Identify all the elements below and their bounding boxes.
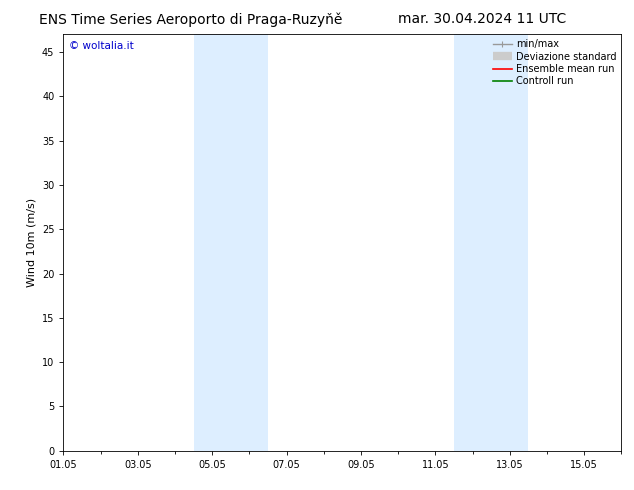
- Legend: min/max, Deviazione standard, Ensemble mean run, Controll run: min/max, Deviazione standard, Ensemble m…: [491, 37, 618, 88]
- Y-axis label: Wind 10m (m/s): Wind 10m (m/s): [27, 198, 36, 287]
- Text: ENS Time Series Aeroporto di Praga-Ruzyňě: ENS Time Series Aeroporto di Praga-Ruzyň…: [39, 12, 342, 27]
- Text: © woltalia.it: © woltalia.it: [69, 41, 134, 50]
- Bar: [454, 34, 528, 451]
- Text: mar. 30.04.2024 11 UTC: mar. 30.04.2024 11 UTC: [398, 12, 566, 26]
- Bar: [193, 34, 268, 451]
